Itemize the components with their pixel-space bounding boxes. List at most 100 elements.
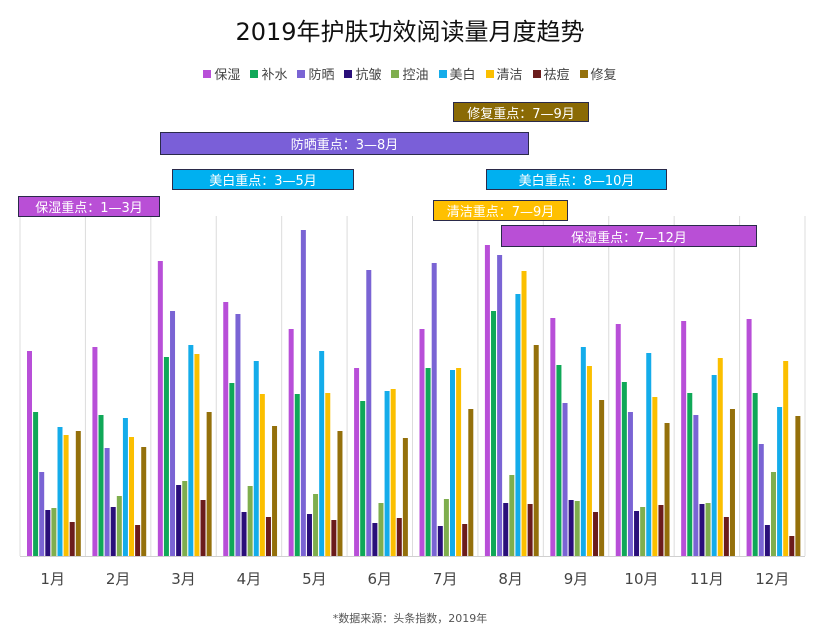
- bar-抗皱-11月: [699, 504, 705, 556]
- bar-控油-9月: [574, 501, 580, 556]
- bar-修复-5月: [337, 431, 343, 556]
- bar-抗皱-8月: [503, 503, 509, 556]
- bar-修复-9月: [599, 400, 605, 556]
- bar-保湿-10月: [615, 324, 621, 556]
- bar-保湿-11月: [681, 321, 687, 556]
- bar-保湿-6月: [354, 368, 360, 556]
- bar-美白-1月: [57, 427, 63, 556]
- x-tick-label: 3月: [171, 570, 196, 588]
- legend-item: 防晒: [297, 64, 334, 83]
- legend-item: 保湿: [203, 64, 240, 83]
- bar-祛痘-5月: [331, 520, 337, 556]
- bar-保湿-2月: [92, 347, 98, 556]
- bar-控油-8月: [509, 475, 515, 556]
- bar-保湿-7月: [419, 329, 425, 556]
- legend-label: 祛痘: [543, 68, 570, 83]
- annotation-box: 保湿重点：7—12月: [501, 225, 757, 247]
- bar-清洁-6月: [390, 389, 396, 556]
- x-tick-label: 7月: [433, 570, 458, 588]
- bar-控油-3月: [182, 481, 188, 556]
- bar-美白-6月: [384, 391, 390, 556]
- bar-修复-3月: [206, 412, 212, 556]
- bar-清洁-8月: [521, 271, 527, 556]
- bar-补水-2月: [98, 415, 104, 556]
- annotation-box: 保湿重点：1—3月: [18, 196, 160, 217]
- legend-swatch: [579, 69, 588, 78]
- bar-美白-8月: [515, 294, 521, 556]
- bar-清洁-1月: [63, 435, 69, 556]
- legend-label: 控油: [402, 68, 429, 83]
- bar-防晒-6月: [366, 270, 372, 556]
- bar-清洁-7月: [456, 368, 462, 556]
- x-tick-label: 9月: [564, 570, 589, 588]
- bar-抗皱-2月: [110, 507, 116, 556]
- legend-label: 修复: [590, 68, 617, 83]
- annotation-box: 美白重点：8—10月: [486, 169, 667, 190]
- bar-美白-9月: [580, 347, 586, 556]
- bar-补水-5月: [294, 394, 300, 556]
- legend-item: 美白: [438, 64, 476, 83]
- bar-祛痘-8月: [527, 504, 533, 556]
- bar-补水-12月: [752, 393, 758, 556]
- legend-item: 修复: [579, 64, 617, 83]
- legend-label: 补水: [261, 68, 288, 83]
- bar-抗皱-4月: [241, 512, 247, 556]
- x-tick-label: 12月: [755, 570, 789, 588]
- bar-祛痘-6月: [396, 518, 402, 556]
- legend-item: 抗皱: [344, 64, 381, 83]
- annotation-box: 清洁重点：7—9月: [433, 200, 568, 221]
- bar-防晒-12月: [758, 444, 764, 556]
- bar-祛痘-7月: [462, 524, 468, 556]
- bar-清洁-10月: [652, 397, 658, 556]
- bar-美白-4月: [253, 361, 259, 556]
- bar-保湿-5月: [288, 329, 294, 556]
- bar-控油-1月: [51, 508, 57, 556]
- bar-祛痘-12月: [789, 536, 795, 556]
- bar-抗皱-7月: [437, 526, 443, 556]
- bar-抗皱-12月: [764, 525, 770, 556]
- bar-抗皱-5月: [306, 514, 312, 556]
- bar-防晒-9月: [562, 403, 568, 556]
- legend-swatch: [532, 69, 541, 78]
- bar-防晒-8月: [497, 255, 503, 556]
- bar-清洁-4月: [259, 394, 265, 556]
- x-tick-label: 8月: [498, 570, 523, 588]
- bar-补水-3月: [163, 357, 169, 556]
- bar-美白-5月: [319, 351, 325, 556]
- bar-控油-6月: [378, 503, 384, 556]
- bar-祛痘-9月: [593, 512, 599, 556]
- legend-item: 祛痘: [532, 64, 570, 83]
- bar-防晒-2月: [104, 448, 110, 556]
- legend-swatch: [297, 69, 306, 78]
- legend-swatch: [203, 69, 212, 78]
- legend-item: 清洁: [485, 64, 523, 83]
- bar-保湿-4月: [223, 302, 229, 556]
- bar-抗皱-3月: [176, 485, 182, 556]
- x-tick-label: 4月: [237, 570, 262, 588]
- bar-控油-4月: [247, 486, 253, 556]
- bar-清洁-3月: [194, 354, 200, 556]
- bar-补水-10月: [621, 382, 627, 556]
- bar-补水-4月: [229, 383, 235, 556]
- bar-保湿-8月: [484, 245, 490, 556]
- bar-清洁-11月: [717, 358, 723, 556]
- bar-修复-12月: [795, 416, 801, 556]
- bar-抗皱-6月: [372, 523, 378, 556]
- x-tick-label: 10月: [624, 570, 658, 588]
- bar-补水-7月: [425, 368, 431, 556]
- bar-清洁-2月: [129, 437, 135, 556]
- legend-label: 保湿: [214, 68, 241, 83]
- bar-防晒-1月: [39, 472, 45, 556]
- bar-美白-7月: [450, 370, 455, 556]
- bar-保湿-3月: [157, 261, 163, 556]
- bar-抗皱-9月: [568, 500, 574, 556]
- bar-清洁-9月: [586, 366, 592, 556]
- bar-祛痘-4月: [265, 517, 271, 556]
- bar-修复-4月: [272, 426, 278, 556]
- bar-修复-6月: [402, 438, 408, 556]
- bar-控油-11月: [705, 503, 711, 556]
- annotation-box: 防晒重点：3—8月: [160, 132, 529, 155]
- bar-祛痘-1月: [69, 522, 75, 556]
- bar-控油-7月: [443, 499, 449, 556]
